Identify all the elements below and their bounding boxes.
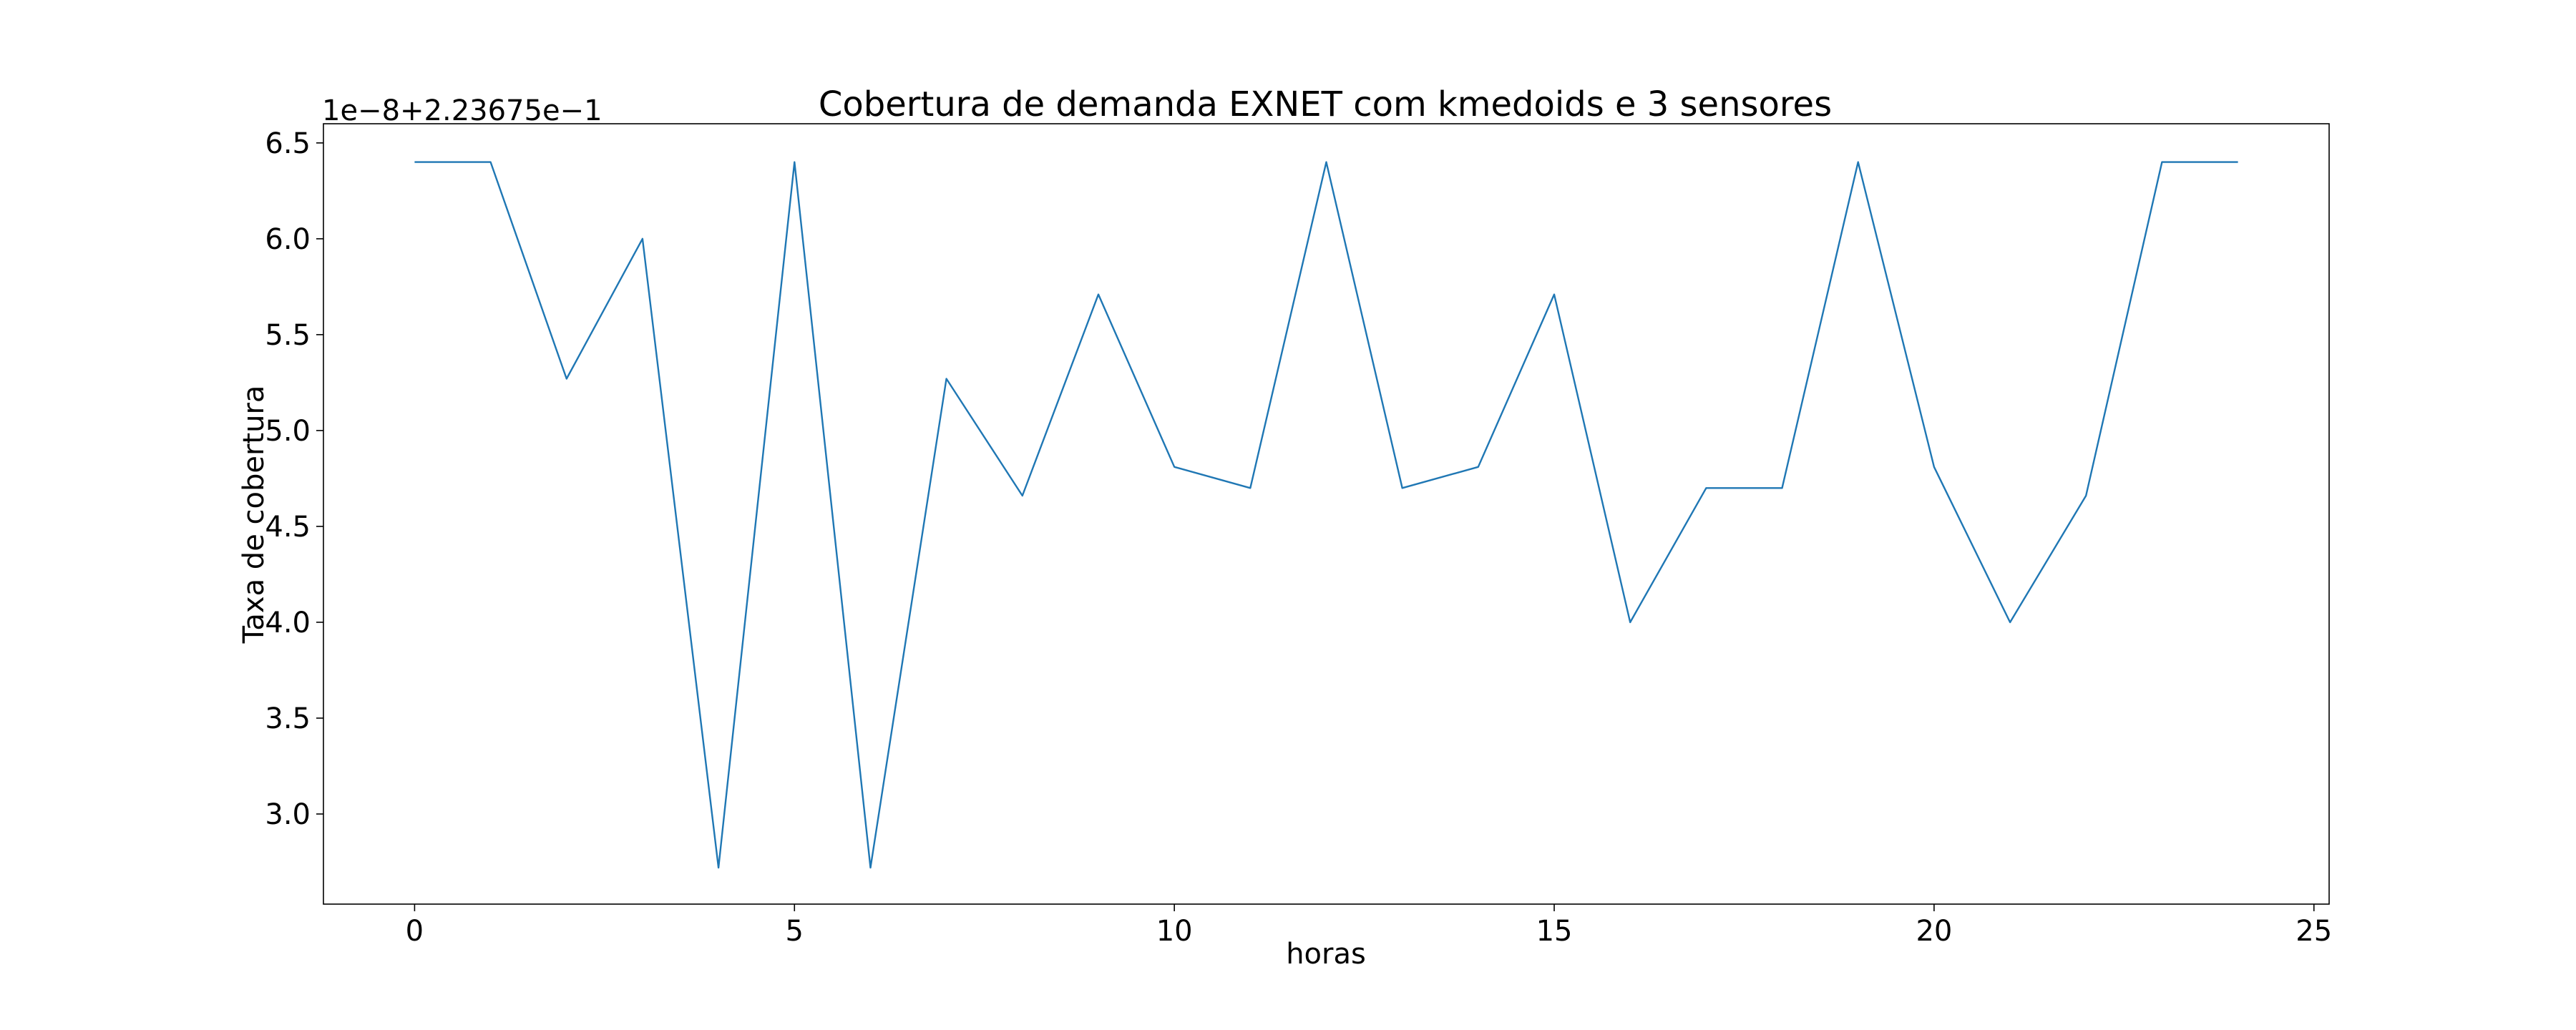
x-tick-label: 10 (1156, 915, 1193, 948)
plot-area-frame (323, 123, 2330, 905)
y-tick-label: 6.5 (265, 127, 311, 160)
y-tick-label: 5.0 (265, 415, 311, 448)
series-layer (414, 161, 2238, 869)
y-offset-text: 1e−8+2.23675e−1 (322, 94, 602, 127)
y-tick-label: 4.0 (265, 607, 311, 639)
x-axis: 0 5 10 15 20 25 (406, 904, 2332, 948)
x-tick-label: 15 (1536, 915, 1573, 948)
x-tick-label: 20 (1916, 915, 1952, 948)
chart-title: Cobertura de demanda EXNET com kmedoids … (819, 84, 1832, 124)
y-tick-label: 4.5 (265, 511, 311, 544)
x-tick-label: 0 (406, 915, 424, 948)
x-tick-label: 25 (2296, 915, 2332, 948)
series-line (414, 161, 2238, 869)
y-tick-label: 6.0 (265, 223, 311, 256)
y-tick-label: 5.5 (265, 319, 311, 352)
x-tick-label: 5 (786, 915, 804, 948)
y-axis: 3.0 3.5 4.0 4.5 5.0 5.5 6.0 6.5 (265, 127, 323, 831)
y-axis-label: Taxa de cobertura (238, 386, 270, 644)
x-axis-label: horas (1286, 938, 1366, 971)
y-tick-label: 3.0 (265, 798, 311, 831)
y-tick-label: 3.5 (265, 702, 311, 735)
